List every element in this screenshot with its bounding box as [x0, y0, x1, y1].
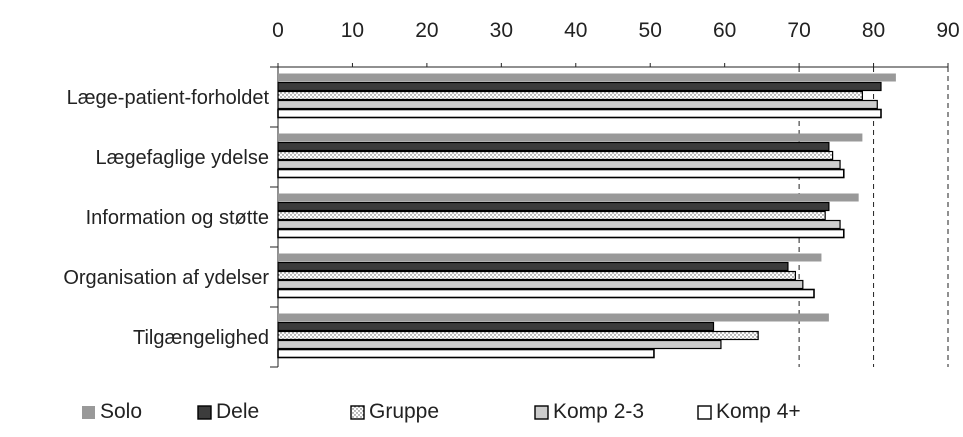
category-label: Lægefaglige ydelse — [96, 147, 269, 169]
bar-komp-4- — [277, 348, 655, 359]
bar-solo — [278, 253, 822, 262]
bar-komp-2-3 — [277, 339, 722, 350]
bar-solo — [278, 133, 863, 142]
bar-gruppe — [277, 150, 834, 161]
bar-dele — [277, 261, 789, 272]
x-tick-label: 10 — [341, 19, 364, 42]
bar-dele — [277, 81, 882, 92]
category-labels: Læge-patient-forholdet Lægefaglige ydelse… — [63, 87, 269, 349]
bar-gruppe — [277, 90, 863, 101]
bar-komp-4- — [277, 168, 845, 179]
legend-label: Gruppe — [369, 400, 439, 423]
legend-swatch — [82, 406, 95, 419]
bar-komp-4- — [277, 228, 845, 239]
category-label: Organisation af ydelser — [63, 267, 269, 289]
x-axis-ticks: 0 10 20 30 40 50 60 70 80 90 — [272, 19, 960, 67]
bar-gruppe — [277, 210, 826, 221]
bar-komp-2-3 — [277, 279, 804, 290]
bar-solo — [278, 193, 859, 202]
x-tick-label: 60 — [713, 19, 736, 42]
bar-gruppe — [277, 330, 759, 341]
x-tick-label: 80 — [862, 19, 885, 42]
bar-gruppe — [277, 270, 796, 281]
bar-komp-2-3 — [277, 219, 841, 230]
x-tick-label: 40 — [564, 19, 587, 42]
x-tick-label: 20 — [415, 19, 438, 42]
x-tick-label: 0 — [272, 19, 284, 42]
bar-komp-2-3 — [277, 99, 878, 110]
bar-dele — [277, 201, 830, 212]
legend-label: Komp 4+ — [716, 400, 801, 423]
category-label: Information og støtte — [86, 207, 269, 229]
legend-label: Solo — [100, 400, 142, 423]
x-tick-label: 70 — [787, 19, 810, 42]
x-tick-label: 90 — [936, 19, 959, 42]
bar-komp-2-3 — [277, 159, 841, 170]
legend-swatch — [350, 405, 365, 420]
bar-solo — [278, 313, 829, 322]
category-label: Læge-patient-forholdet — [67, 87, 270, 109]
bar-komp-4- — [277, 108, 882, 119]
x-tick-label: 30 — [490, 19, 513, 42]
bar-solo — [278, 73, 896, 82]
legend-swatch — [697, 405, 712, 420]
bar-dele — [277, 321, 715, 332]
legend: Solo Dele Gruppe Komp 2-3 Komp 4+ — [82, 400, 801, 423]
category-label: Tilgængelighed — [133, 327, 269, 349]
bar-komp-4- — [277, 288, 815, 299]
x-tick-label: 50 — [639, 19, 662, 42]
legend-swatch — [197, 405, 212, 420]
legend-swatch — [534, 405, 549, 420]
bar-dele — [277, 141, 830, 152]
legend-label: Dele — [216, 400, 259, 423]
bars — [277, 73, 896, 359]
legend-label: Komp 2-3 — [553, 400, 644, 423]
